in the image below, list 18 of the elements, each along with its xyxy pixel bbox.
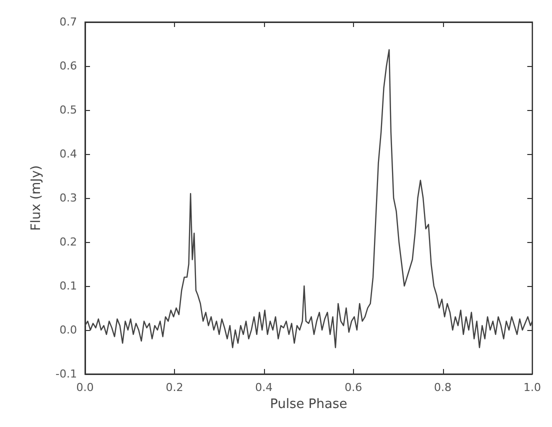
x-tick-label: 1.0 bbox=[524, 381, 542, 394]
x-tick-label: 0.2 bbox=[166, 381, 184, 394]
y-tick-label: 0.6 bbox=[60, 60, 77, 72]
x-tick-label: 0.8 bbox=[434, 381, 452, 394]
x-tick-label: 0.0 bbox=[76, 381, 94, 394]
y-axis-title: Flux (mJy) bbox=[29, 165, 44, 231]
y-tick-label: 0.2 bbox=[60, 236, 77, 248]
y-tick-label: 0.7 bbox=[60, 16, 77, 28]
y-tick-label: 0.5 bbox=[60, 104, 77, 116]
y-tick-label: 0.4 bbox=[60, 148, 77, 160]
x-tick-label: 0.4 bbox=[255, 381, 273, 394]
y-tick-label: 0.1 bbox=[60, 280, 77, 292]
line-series bbox=[84, 49, 533, 348]
y-tick-label: 0.0 bbox=[60, 324, 77, 336]
y-tick-label: -0.1 bbox=[56, 368, 77, 380]
y-tick-label: 0.3 bbox=[60, 192, 77, 204]
x-tick-label: 0.6 bbox=[344, 381, 362, 394]
x-axis-title: Pulse Phase bbox=[270, 396, 348, 412]
